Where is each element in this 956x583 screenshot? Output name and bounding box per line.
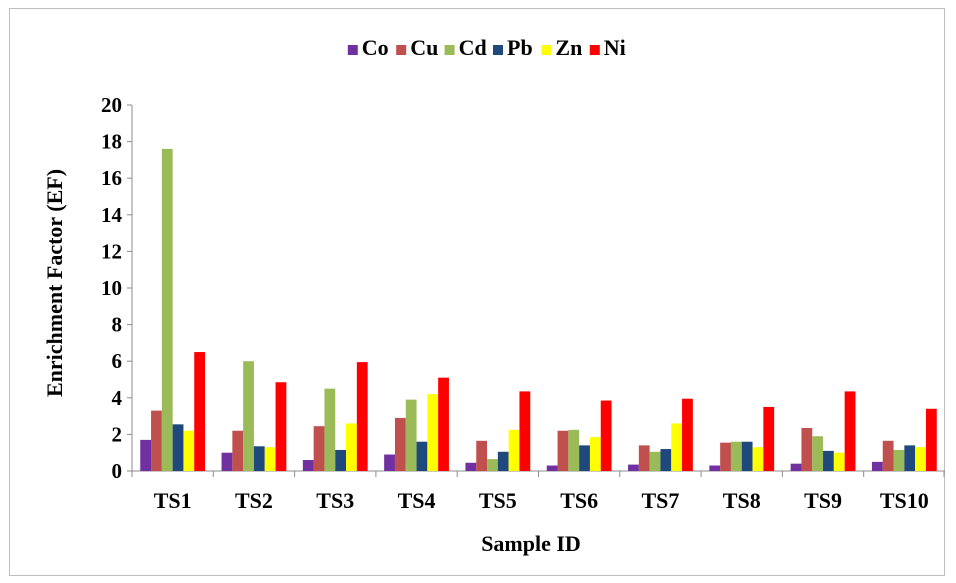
bar-cu-ts1 — [151, 410, 162, 471]
bar-cd-ts7 — [649, 451, 661, 471]
chart-svg: Co Cu Cd Pb Zn Ni Enrichment Factor (EF) Samp… — [42, 35, 945, 556]
legend-label-ni: Ni — [604, 35, 626, 60]
y-tick-label: 14 — [101, 203, 123, 227]
bar-co-ts10 — [871, 461, 883, 471]
bar-co-ts2 — [221, 452, 233, 471]
bar-cu-ts7 — [638, 445, 650, 471]
y-tick-label: 6 — [112, 349, 123, 373]
bar-pb-ts3 — [335, 449, 347, 471]
bar-co-ts8 — [709, 465, 721, 471]
x-axis-title: Sample ID — [481, 531, 581, 556]
bar-cu-ts10 — [882, 440, 894, 471]
bar-cu-ts9 — [801, 427, 813, 471]
bar-co-ts6 — [546, 465, 558, 471]
bar-zn-ts1 — [183, 430, 195, 471]
legend-label-co: Co — [362, 35, 389, 60]
legend-label-cu: Cu — [410, 35, 438, 60]
y-axis-title: Enrichment Factor (EF) — [42, 169, 67, 397]
bar-ni-ts2 — [275, 382, 287, 471]
bar-zn-ts10 — [915, 447, 926, 471]
legend-swatch-co — [347, 45, 358, 55]
x-tick-label: TS7 — [641, 488, 679, 513]
bar-pb-ts9 — [823, 450, 834, 471]
y-tick-label: 12 — [101, 239, 122, 263]
legend-label-zn: Zn — [555, 35, 582, 60]
y-tick-label: 0 — [112, 459, 123, 483]
legend-label-pb: Pb — [507, 35, 533, 60]
bar-zn-ts7 — [671, 423, 683, 471]
bar-cu-ts5 — [476, 440, 488, 471]
bar-ni-ts5 — [519, 391, 531, 471]
bar-cd-ts5 — [487, 459, 498, 471]
bar-ni-ts9 — [844, 391, 856, 471]
bar-zn-ts6 — [589, 437, 601, 471]
bar-cd-ts3 — [324, 388, 336, 471]
bar-zn-ts2 — [264, 447, 276, 471]
bar-cd-ts6 — [568, 429, 580, 471]
bar-zn-ts3 — [346, 423, 357, 471]
x-tick-label: TS1 — [154, 488, 192, 513]
bar-cu-ts2 — [232, 430, 244, 471]
bar-co-ts3 — [302, 460, 314, 471]
bar-cd-ts9 — [812, 436, 824, 471]
bar-ni-ts10 — [925, 408, 937, 471]
bar-co-ts5 — [465, 462, 477, 471]
legend-swatch-cd — [444, 45, 455, 55]
bar-zn-ts8 — [752, 447, 764, 471]
y-tick-label: 8 — [112, 313, 123, 337]
bar-pb-ts6 — [579, 445, 590, 471]
legend-label-cd: Cd — [459, 35, 487, 60]
bar-zn-ts5 — [508, 429, 520, 471]
bar-pb-ts1 — [172, 424, 184, 471]
x-tick-label: TS2 — [235, 488, 273, 513]
bar-ni-ts4 — [438, 377, 449, 471]
bar-zn-ts9 — [833, 452, 845, 471]
bar-cu-ts6 — [557, 430, 569, 471]
legend-swatch-ni — [589, 45, 600, 55]
bar-zn-ts4 — [427, 394, 439, 471]
y-tick-label: 16 — [101, 166, 122, 190]
bar-pb-ts4 — [416, 441, 428, 471]
bar-ni-ts1 — [194, 352, 206, 471]
bar-cd-ts8 — [730, 441, 742, 471]
bar-pb-ts8 — [741, 441, 753, 471]
bar-cd-ts10 — [893, 449, 905, 471]
x-tick-label: TS9 — [804, 488, 842, 513]
bar-ni-ts3 — [356, 362, 368, 471]
chart-frame: Co Cu Cd Pb Zn Ni Enrichment Factor (EF) Samp… — [9, 8, 945, 576]
bar-ni-ts6 — [600, 400, 612, 471]
bar-cu-ts4 — [394, 417, 406, 471]
bar-co-ts4 — [384, 454, 395, 471]
bar-pb-ts5 — [497, 451, 509, 471]
y-tick-label: 10 — [101, 276, 122, 300]
x-tick-label: TS4 — [398, 488, 436, 513]
bar-pb-ts10 — [904, 445, 916, 471]
x-tick-label: TS5 — [479, 488, 517, 513]
y-tick-label: 18 — [101, 130, 122, 154]
bar-co-ts1 — [140, 439, 152, 471]
plot-area: 0 2 4 6 8 10 12 14 16 18 20 TS1 TS2 TS3 TS4 TS5 TS6 TS7 TS… — [101, 93, 945, 513]
x-tick-label: TS3 — [316, 488, 354, 513]
bar-co-ts9 — [790, 463, 802, 471]
x-tick-label: TS6 — [560, 488, 598, 513]
legend: Co Cu Cd Pb Zn Ni — [347, 35, 626, 60]
bar-cd-ts1 — [161, 148, 173, 472]
bar-ni-ts7 — [682, 398, 693, 471]
bar-cd-ts4 — [405, 399, 417, 471]
y-tick-label: 20 — [101, 93, 122, 117]
bar-cd-ts2 — [243, 361, 254, 471]
legend-swatch-pb — [493, 45, 503, 55]
bar-cu-ts8 — [720, 442, 731, 471]
bar-pb-ts7 — [660, 449, 672, 471]
x-tick-label: TS8 — [723, 488, 761, 513]
bar-pb-ts2 — [253, 446, 265, 471]
legend-swatch-cu — [396, 45, 407, 55]
y-tick-label: 4 — [112, 386, 123, 410]
bar-co-ts7 — [628, 464, 639, 471]
bar-cu-ts3 — [313, 426, 325, 471]
y-tick-label: 2 — [112, 422, 123, 446]
bar-ni-ts8 — [763, 406, 775, 471]
x-tick-label: TS10 — [880, 488, 929, 513]
legend-swatch-zn — [541, 45, 552, 55]
